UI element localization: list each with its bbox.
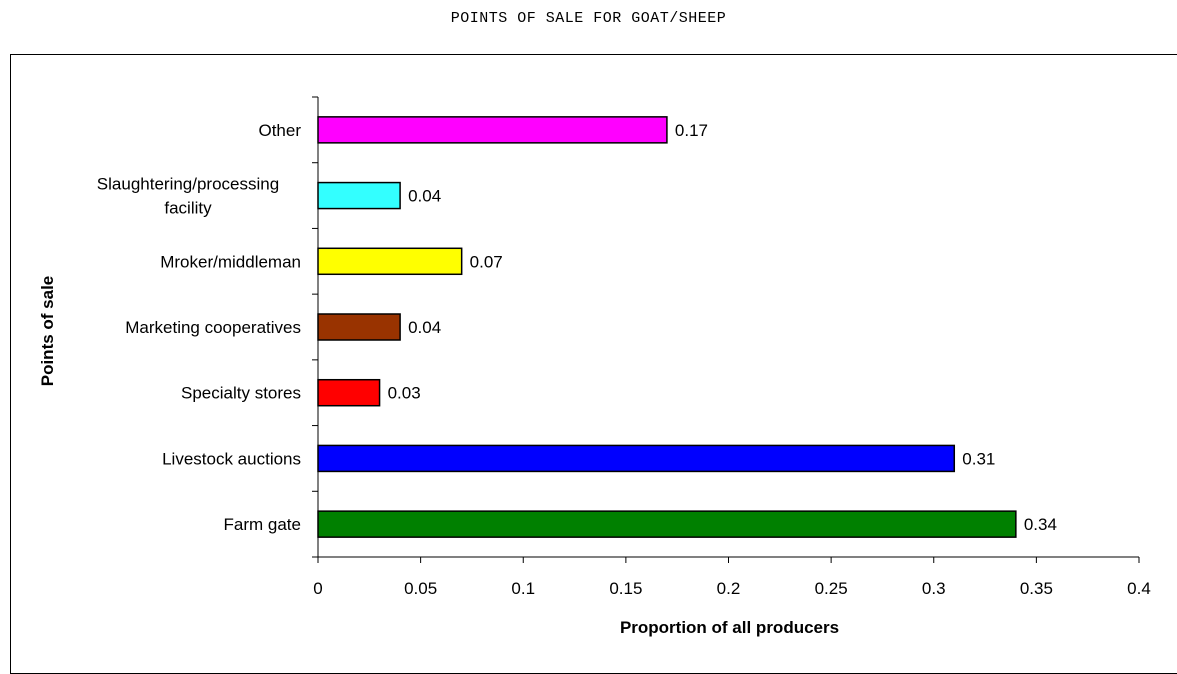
x-tick-label: 0.25 (815, 579, 848, 598)
x-tick-label: 0.05 (404, 579, 437, 598)
category-label: Livestock auctions (162, 449, 301, 468)
x-tick-label: 0.3 (922, 579, 946, 598)
bar (317, 510, 1017, 538)
data-label: 0.04 (408, 187, 441, 206)
category-label: Farm gate (224, 515, 301, 534)
bar (317, 116, 668, 144)
bar (317, 378, 381, 407)
bar (317, 247, 463, 276)
bar (317, 313, 401, 341)
category-label: Mroker/middleman (160, 252, 301, 271)
bars (317, 116, 1017, 538)
x-tick-label: 0.1 (511, 579, 535, 598)
x-tick-label: 0.15 (609, 579, 642, 598)
x-tick-label: 0 (313, 579, 322, 598)
category-label: Other (258, 121, 301, 140)
x-axis-title: Proportion of all producers (620, 618, 839, 637)
y-axis-title: Points of sale (38, 276, 57, 387)
data-label: 0.03 (388, 384, 421, 403)
page-title: POINTS OF SALE FOR GOAT/SHEEP (450, 10, 727, 27)
data-label: 0.07 (470, 252, 503, 271)
x-tick-label: 0.4 (1127, 579, 1151, 598)
category-label: Specialty stores (181, 384, 301, 403)
bar (317, 444, 956, 473)
labels: 0 0.05 0.1 0.15 0.2 0.25 0.3 0.35 0.4 0.34 Farm ga… (38, 121, 1151, 637)
data-label: 0.04 (408, 318, 441, 337)
category-label: facility (164, 199, 212, 218)
data-label: 0.17 (675, 121, 708, 140)
bar (317, 181, 401, 210)
data-label: 0.31 (962, 449, 995, 468)
data-label: 0.34 (1024, 515, 1057, 534)
category-label: Marketing cooperatives (125, 318, 301, 337)
x-tick-label: 0.35 (1020, 579, 1053, 598)
category-label: Slaughtering/processing (97, 175, 279, 194)
x-tick-label: 0.2 (717, 579, 741, 598)
